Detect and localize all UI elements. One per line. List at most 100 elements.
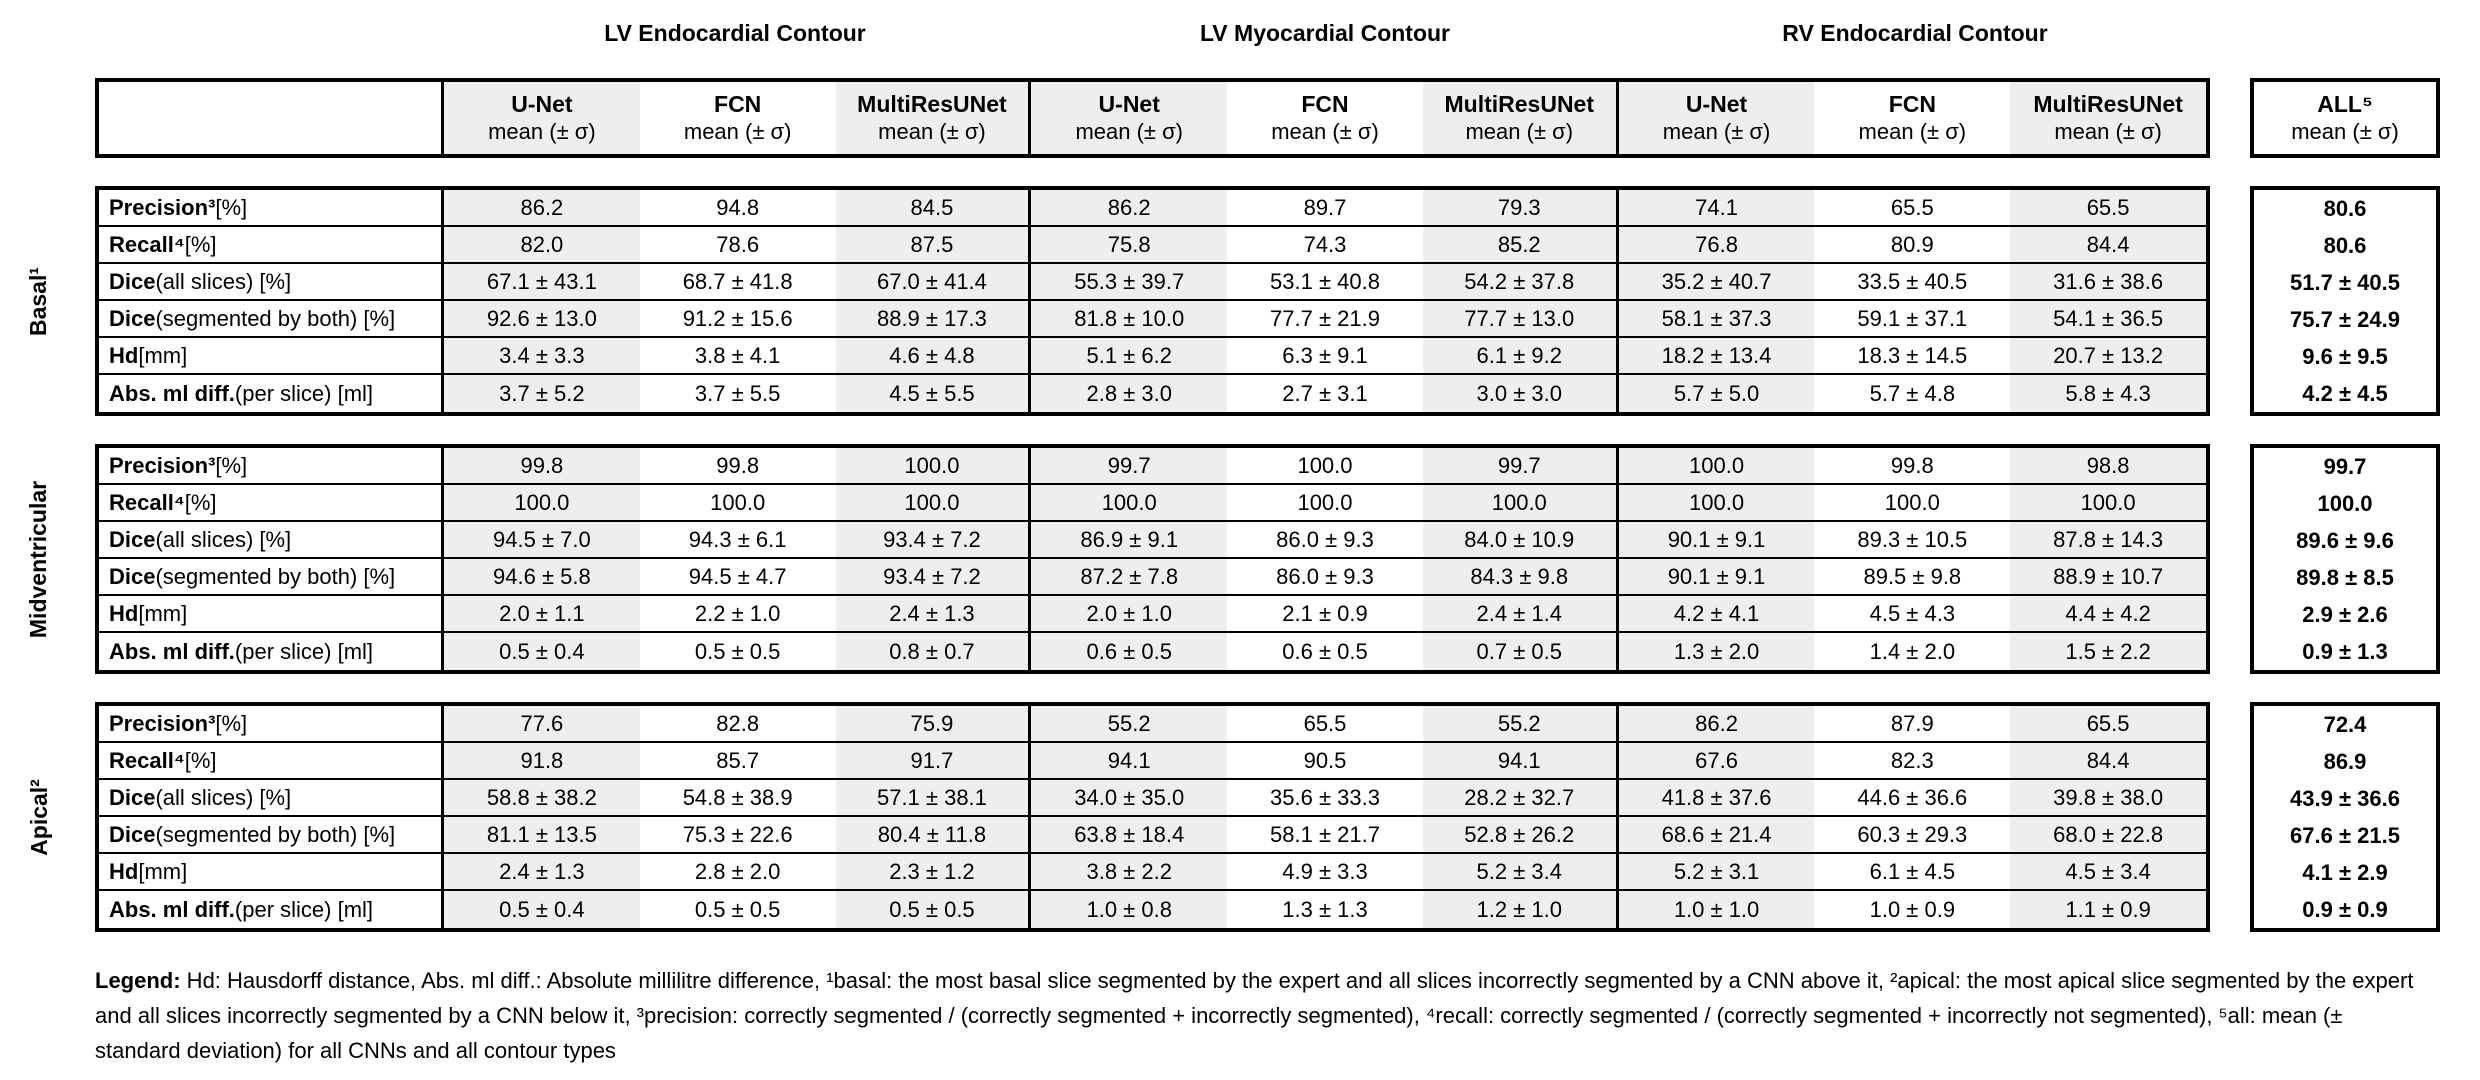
metric-label-rest: (all slices) [%] [155, 784, 292, 810]
metric-label-rest: [mm] [138, 858, 188, 884]
metric-label-rest: (segmented by both) [%] [155, 305, 396, 331]
metric-label-rest: (per slice) [ml] [234, 380, 374, 406]
value-cell: 4.2 ± 4.1 [1618, 596, 1815, 631]
model-subtitle: mean (± σ) [1075, 119, 1183, 144]
value-cell: 53.1 ± 40.8 [1270, 268, 1380, 294]
value-cell: 82.8 [716, 710, 760, 736]
all-column-box: 80.6 80.6 51.7 ± 40.5 75.7 ± 24.9 9.6 ± 9.5 4… [2250, 186, 2440, 416]
value-cell: 3.8 ± 2.2 [1031, 854, 1228, 889]
value-cell: 93.4 ± 7.2 [835, 559, 1032, 594]
all-column-label: ALL⁵ [2317, 91, 2373, 117]
metric-row: Dice (segmented by both) [%] 94.6 ± 5.8 94… [99, 559, 2206, 596]
value-cell: 18.2 ± 13.4 [1618, 338, 1815, 373]
value-cell: 6.1 ± 4.5 [1869, 858, 1956, 884]
value-cell: 75.9 [835, 706, 1032, 741]
all-value-cell: 89.6 ± 9.6 [2296, 527, 2394, 553]
metric-row: Hd [mm] 2.4 ± 1.3 2.8 ± 2.0 2.3 ± 1.2 3.8 ± … [99, 854, 2206, 891]
model-header-cell: FCN mean (± σ) [1227, 82, 1423, 154]
slice-group-label-text: Midventricular [25, 480, 52, 638]
value-cell: 2.4 ± 1.3 [444, 854, 640, 889]
metric-table-box: Precision³ [%] 86.2 94.8 84.5 86.2 89.7 79.3 74… [95, 186, 2210, 416]
value-cell: 100.0 [1297, 489, 1353, 515]
metric-label-cell: Dice (all slices) [%] [99, 780, 444, 815]
metric-label-rest: [mm] [138, 342, 188, 368]
value-cell: 87.2 ± 7.8 [1031, 559, 1228, 594]
contour-group-titles: LV Endocardial Contour LV Myocardial Con… [440, 0, 2210, 48]
model-name: FCN [714, 91, 762, 117]
value-cell: 76.8 [1618, 227, 1815, 262]
value-cell: 0.6 ± 0.5 [1282, 638, 1368, 664]
all-value-cell: 9.6 ± 9.5 [2302, 343, 2388, 369]
value-cell: 100.0 [1884, 489, 1940, 515]
metric-row: Dice (segmented by both) [%] 81.1 ± 13.5 7… [99, 817, 2206, 854]
value-cell: 79.3 [1422, 190, 1619, 225]
value-cell: 68.6 ± 21.4 [1618, 817, 1815, 852]
model-subtitle: mean (± σ) [1271, 119, 1379, 144]
value-cell: 0.5 ± 0.5 [835, 891, 1032, 928]
value-cell: 58.8 ± 38.2 [444, 780, 640, 815]
value-cell: 94.8 [716, 194, 760, 220]
metric-label-cell: Hd [mm] [99, 596, 444, 631]
model-header-box: U-Net mean (± σ) FCN mean (± σ) MultiResUNet… [95, 78, 2210, 158]
metric-label-bold: Dice [109, 821, 156, 847]
value-cell: 55.2 [1031, 706, 1228, 741]
model-name: U-Net [511, 91, 573, 117]
model-header-cell: U-Net mean (± σ) [1031, 82, 1228, 154]
metric-label-cell: Dice (segmented by both) [%] [99, 301, 444, 336]
column-gap [2210, 702, 2250, 932]
metric-row: Abs. ml diff. (per slice) [ml] 3.7 ± 5.2 3… [99, 375, 2206, 412]
metric-label-bold: Dice [109, 305, 156, 331]
model-header-cell: FCN mean (± σ) [640, 82, 836, 154]
value-cell: 33.5 ± 40.5 [1857, 268, 1968, 294]
value-cell: 86.9 ± 9.1 [1031, 522, 1228, 557]
value-cell: 54.1 ± 36.5 [2010, 301, 2206, 336]
metric-row: Dice (segmented by both) [%] 92.6 ± 13.0 9… [99, 301, 2206, 338]
model-header-cell: MultiResUNet mean (± σ) [1422, 82, 1619, 154]
value-cell: 28.2 ± 32.7 [1422, 780, 1619, 815]
value-cell: 80.9 [1890, 231, 1934, 257]
all-value-cell: 89.8 ± 8.5 [2296, 564, 2394, 590]
slice-group-label: Basal¹ [17, 186, 61, 416]
metric-row: Precision³ [%] 86.2 94.8 84.5 86.2 89.7 79.3 74… [99, 190, 2206, 227]
value-cell: 2.3 ± 1.2 [835, 854, 1032, 889]
contour-group-title-lv-endocardial: LV Endocardial Contour [604, 20, 866, 46]
value-cell: 100.0 [835, 448, 1032, 483]
value-cell: 2.4 ± 1.4 [1422, 596, 1619, 631]
metric-label-rest: [mm] [138, 600, 188, 626]
metric-label-rest: (all slices) [%] [155, 268, 292, 294]
metric-label-rest: (segmented by both) [%] [155, 821, 396, 847]
value-cell: 99.8 [716, 452, 760, 478]
value-cell: 4.4 ± 4.2 [2010, 596, 2206, 631]
metric-label-bold: Recall⁴ [109, 747, 185, 773]
metric-label-rest: [%] [215, 452, 248, 478]
value-cell: 20.7 ± 13.2 [2010, 338, 2206, 373]
value-cell: 3.4 ± 3.3 [444, 338, 640, 373]
column-gap [2210, 444, 2250, 674]
value-cell: 2.2 ± 1.0 [694, 600, 781, 626]
value-cell: 54.2 ± 37.8 [1422, 264, 1619, 299]
metric-label-rest: [%] [184, 231, 217, 257]
metric-label-bold: Dice [109, 784, 156, 810]
value-cell: 99.7 [1422, 448, 1619, 483]
all-value-cell: 100.0 [2317, 490, 2373, 516]
value-cell: 86.2 [444, 190, 640, 225]
metric-row: Abs. ml diff. (per slice) [ml] 0.5 ± 0.4 0… [99, 891, 2206, 928]
all-value-cell: 80.6 [2323, 232, 2367, 258]
model-subtitle: mean (± σ) [1662, 119, 1771, 144]
all-value-cell: 0.9 ± 0.9 [2302, 896, 2388, 922]
value-cell: 75.3 ± 22.6 [682, 821, 793, 847]
contour-group-title-rv-endocardial: RV Endocardial Contour [1782, 20, 2048, 46]
metric-label-bold: Dice [109, 526, 156, 552]
value-cell: 84.3 ± 9.8 [1422, 559, 1619, 594]
value-cell: 100.0 [710, 489, 766, 515]
all-column-header-box: ALL⁵ mean (± σ) [2250, 78, 2440, 158]
value-cell: 2.1 ± 0.9 [1282, 600, 1368, 626]
value-cell: 68.0 ± 22.8 [2010, 817, 2206, 852]
value-cell: 59.1 ± 37.1 [1857, 305, 1968, 331]
value-cell: 90.1 ± 9.1 [1618, 522, 1815, 557]
value-cell: 84.4 [2010, 227, 2206, 262]
all-value-cell: 99.7 [2323, 453, 2367, 479]
metric-row: Recall⁴ [%] 91.8 85.7 91.7 94.1 90.5 94.1 67.6 8… [99, 743, 2206, 780]
metric-label-rest: [%] [184, 489, 217, 515]
